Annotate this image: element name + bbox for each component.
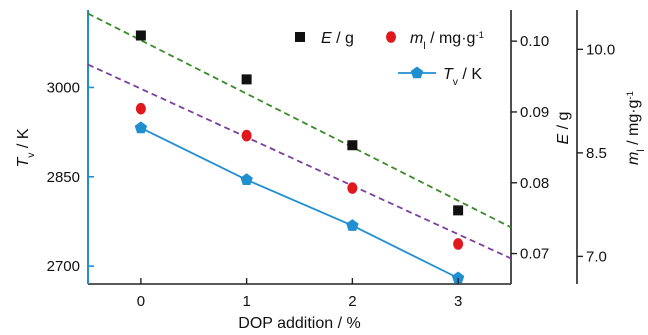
right-tick-label: 7.0 <box>586 248 607 265</box>
data-point <box>451 271 465 284</box>
fit-line-0 <box>87 12 512 229</box>
data-point <box>134 121 148 134</box>
x-axis-title: DOP addition / % <box>238 315 360 332</box>
mid-tick-label: 0.09 <box>520 104 549 121</box>
legend-marker-tv <box>410 66 424 79</box>
data-point <box>135 30 146 41</box>
legend-label-e: E / g <box>321 30 354 47</box>
axes-layer: 0 1 2 3 DOP addition / % 2700 2850 3000 Tv / K 0.… <box>15 33 647 332</box>
series-layer <box>134 30 465 284</box>
data-point <box>347 140 358 151</box>
fit-line-1 <box>87 63 512 260</box>
fit-lines <box>87 12 512 260</box>
data-point <box>453 205 464 216</box>
legend-label-ml: ml / mg·g-1 <box>410 30 484 52</box>
left-tick-label: 3000 <box>47 79 80 96</box>
mid-tick-label: 0.10 <box>520 33 549 50</box>
legend: E / g ml / mg·g-1 Tv / K <box>295 30 484 88</box>
right-tick-label: 10.0 <box>586 41 615 58</box>
data-point <box>135 102 146 115</box>
data-point <box>241 74 252 85</box>
data-point <box>240 173 253 185</box>
right-axis-title: ml / mg·g-1 <box>625 91 647 165</box>
plot-frame <box>87 10 578 285</box>
left-tick-label: 2850 <box>47 169 80 186</box>
series-line-2 <box>140 127 459 279</box>
left-tick-label: 2700 <box>47 258 80 275</box>
right-tick-label: 8.5 <box>586 145 607 162</box>
left-axis-title: Tv / K <box>15 128 37 167</box>
x-tick-label: 0 <box>137 293 145 310</box>
x-tick-label: 3 <box>454 293 462 310</box>
data-point <box>347 182 358 194</box>
legend-marker-e <box>295 32 305 42</box>
mid-tick-label: 0.07 <box>520 246 549 263</box>
legend-label-tv: Tv / K <box>443 66 482 88</box>
x-tick-label: 1 <box>242 293 250 310</box>
data-point <box>346 219 359 231</box>
mid-axis-title: E / g <box>555 112 572 145</box>
x-tick-label: 2 <box>348 293 356 310</box>
data-point <box>453 238 464 250</box>
legend-marker-ml <box>386 31 396 43</box>
data-point <box>241 129 252 142</box>
mid-tick-label: 0.08 <box>520 175 549 192</box>
